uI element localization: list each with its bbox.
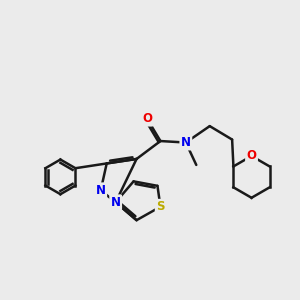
Text: O: O (142, 112, 152, 125)
Text: O: O (247, 149, 256, 163)
Text: N: N (111, 196, 121, 209)
Text: S: S (156, 200, 165, 213)
Text: N: N (96, 184, 106, 197)
Text: N: N (181, 136, 191, 149)
